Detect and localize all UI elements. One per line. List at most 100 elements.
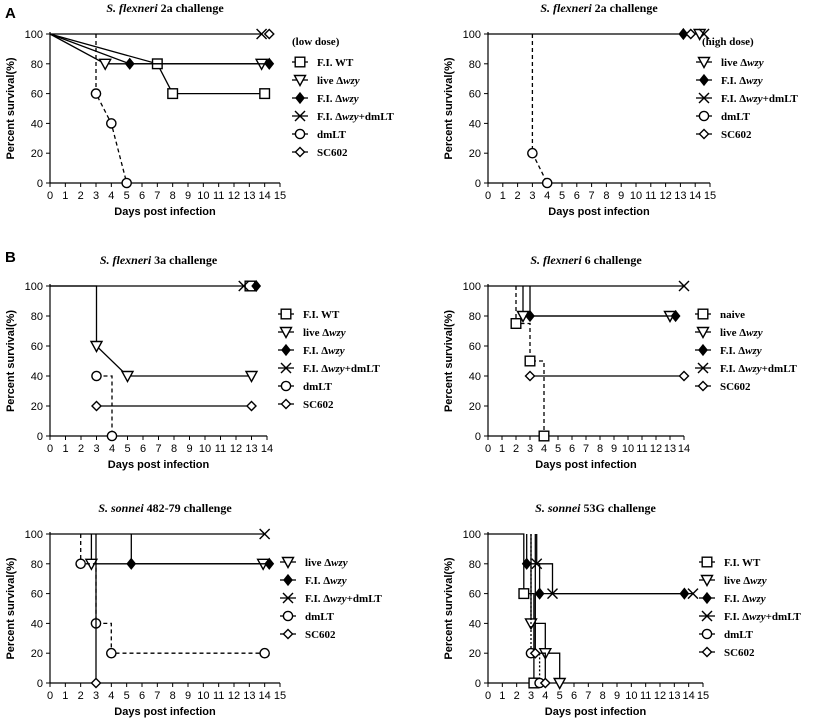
x-axis-label: Days post infection xyxy=(108,459,210,471)
x-tick-label: 14 xyxy=(259,690,271,702)
data-point-marker xyxy=(525,309,535,323)
chart-title-suffix: 6 challenge xyxy=(582,253,643,267)
series-fi xyxy=(49,33,275,70)
legend-label-live: live Δwzy xyxy=(724,575,767,587)
data-point-marker xyxy=(91,370,102,382)
legend-marker-fidm xyxy=(701,610,713,622)
x-tick-label: 7 xyxy=(155,443,161,455)
x-tick-label: 0 xyxy=(485,690,491,702)
y-tick-label: 20 xyxy=(469,648,481,660)
data-point-marker xyxy=(552,677,567,690)
x-tick-label: 4 xyxy=(108,190,114,202)
data-point-marker xyxy=(510,318,522,330)
series-dmlt xyxy=(90,34,132,189)
data-point-marker xyxy=(264,557,275,570)
x-tick-label: 4 xyxy=(542,690,548,702)
legend-label-fi: F.I. Δwzy xyxy=(721,75,763,87)
y-tick-label: 40 xyxy=(469,371,481,383)
x-tick-label: 1 xyxy=(62,690,68,702)
x-tick-label: 14 xyxy=(261,443,273,455)
legend-label-WT: F.I. WT xyxy=(724,557,761,569)
x-tick-label: 8 xyxy=(597,443,603,455)
series-fi xyxy=(525,286,681,323)
x-tick-label: 12 xyxy=(659,190,671,202)
x-tick-label: 13 xyxy=(674,190,686,202)
data-point-marker xyxy=(518,588,530,600)
legend-label-fi: F.I. Δwzy xyxy=(303,345,345,357)
series-fi xyxy=(251,279,262,293)
x-tick-label: 10 xyxy=(197,190,209,202)
x-axis-label: Days post infection xyxy=(548,206,650,218)
x-tick-label: 9 xyxy=(611,443,617,455)
chart-title-suffix: 3a challenge xyxy=(151,253,218,267)
legend-label-sc602: SC602 xyxy=(721,129,752,141)
series-line xyxy=(50,285,252,377)
x-tick-label: 3 xyxy=(93,443,99,455)
x-tick-label: 5 xyxy=(559,190,565,202)
legend-marker-WT xyxy=(294,56,306,68)
x-tick-label: 5 xyxy=(557,690,563,702)
y-tick-label: 40 xyxy=(31,371,43,383)
x-tick-label: 11 xyxy=(640,690,651,702)
x-tick-label: 6 xyxy=(140,443,146,455)
legend: live Δwzy F.I. Δwzy F.I. Δwzy+dmLT dmLT SC60… xyxy=(696,56,799,141)
series-fidm xyxy=(50,28,268,40)
data-point-marker xyxy=(259,528,271,540)
x-tick-label: 9 xyxy=(185,690,191,702)
data-point-marker xyxy=(538,430,550,442)
data-point-marker xyxy=(534,587,545,600)
panel-label-b: B xyxy=(5,249,16,266)
y-tick-label: 0 xyxy=(37,678,43,690)
series-live xyxy=(50,285,259,383)
y-tick-label: 0 xyxy=(475,431,481,443)
series-fidm xyxy=(698,28,710,40)
legend-label-live: live Δwzy xyxy=(720,327,763,339)
series-dmlt xyxy=(75,534,270,659)
x-tick-label: 13 xyxy=(668,690,680,702)
y-tick-label: 60 xyxy=(469,89,481,101)
x-tick-label: 14 xyxy=(689,190,701,202)
data-point-marker xyxy=(98,58,112,71)
legend-marker-naive xyxy=(697,308,709,320)
chart-A-left: S. flexneri 2a challenge(low dose)0 1 2 3 4 5… xyxy=(5,1,395,218)
legend-label-WT: F.I. WT xyxy=(317,57,354,69)
data-point-marker xyxy=(75,558,86,570)
x-tick-label: 0 xyxy=(47,690,53,702)
x-axis-label: Days post infection xyxy=(114,706,216,718)
x-tick-label: 0 xyxy=(485,443,491,455)
chart-title-suffix: 482-79 challenge xyxy=(144,501,233,515)
y-tick-label: 60 xyxy=(31,89,43,101)
x-tick-label: 0 xyxy=(47,190,53,202)
x-tick-label: 0 xyxy=(485,190,491,202)
legend-marker-dmlt xyxy=(701,628,713,640)
legend-label-fidm: F.I. Δwzy+dmLT xyxy=(724,611,802,623)
x-tick-label: 13 xyxy=(243,690,255,702)
series-line xyxy=(80,534,265,654)
x-tick-label: 6 xyxy=(569,443,575,455)
x-tick-label: 15 xyxy=(274,690,286,702)
y-tick-label: 0 xyxy=(37,431,43,443)
series-fidm xyxy=(488,280,690,292)
legend: F.I. WT live Δwzy F.I. Δwzy F.I. Δwzy+dmLT d… xyxy=(278,308,381,411)
y-tick-label: 80 xyxy=(469,311,481,323)
data-point-marker xyxy=(106,118,117,129)
x-axis-label: Days post infection xyxy=(114,206,216,218)
legend-label-sc602: SC602 xyxy=(724,647,755,659)
series-line xyxy=(536,534,693,595)
legend-marker-fi xyxy=(699,73,709,87)
y-tick-label: 40 xyxy=(469,618,481,630)
legend-marker-sc602 xyxy=(282,628,294,640)
chart-title: S. sonnei 482-79 challenge xyxy=(98,501,232,515)
x-tick-label: 13 xyxy=(664,443,676,455)
x-tick-label: 12 xyxy=(228,690,240,702)
data-point-marker xyxy=(521,557,532,570)
legend-marker-dmlt xyxy=(294,128,306,140)
x-tick-label: 6 xyxy=(574,190,580,202)
y-tick-label: 20 xyxy=(469,148,481,160)
data-point-marker xyxy=(263,28,275,40)
x-tick-label: 9 xyxy=(618,190,624,202)
legend-marker-fi xyxy=(283,573,293,587)
legend-marker-fidm xyxy=(697,362,709,374)
y-axis-label: Percent survival(%) xyxy=(443,57,455,159)
x-tick-label: 8 xyxy=(171,443,177,455)
